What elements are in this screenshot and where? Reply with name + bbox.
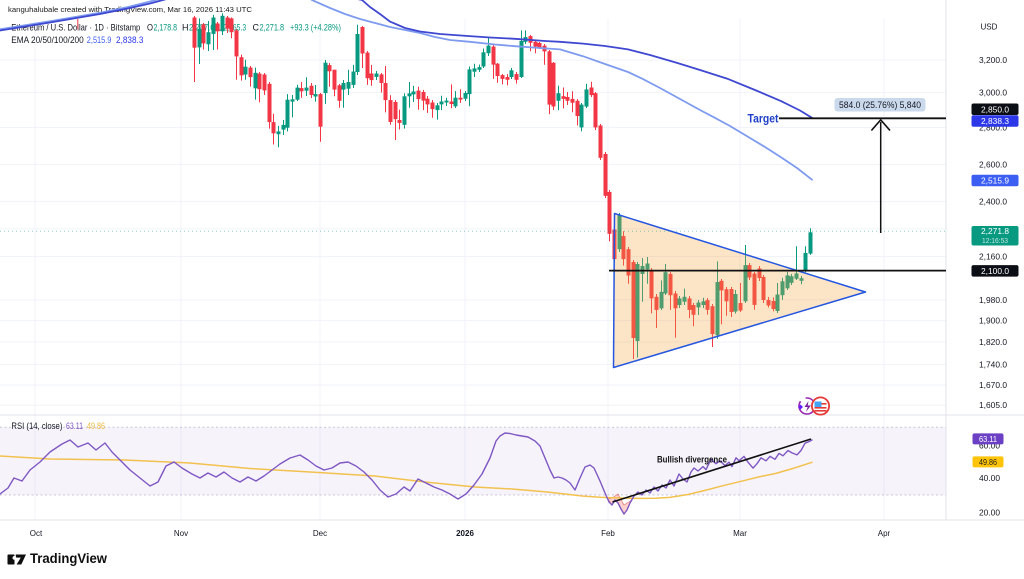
svg-text:2,178.8: 2,178.8 <box>154 22 178 32</box>
svg-text:kanguhalubale created with Tra: kanguhalubale created with TradingView.c… <box>8 5 252 14</box>
svg-text:63.11: 63.11 <box>979 435 997 444</box>
svg-text:Feb: Feb <box>601 529 615 538</box>
svg-text:Dec: Dec <box>313 529 327 538</box>
svg-text:2026: 2026 <box>456 529 474 538</box>
svg-text:20.00: 20.00 <box>979 508 1000 518</box>
svg-text:2,271.8: 2,271.8 <box>981 226 1009 236</box>
svg-text:2,838.3: 2,838.3 <box>116 35 143 45</box>
svg-text:12:16:53: 12:16:53 <box>982 236 1008 245</box>
svg-text:TradingView: TradingView <box>30 551 107 566</box>
svg-text:Mar: Mar <box>733 529 747 538</box>
svg-text:2,850.0: 2,850.0 <box>981 104 1009 114</box>
svg-text:1,740.0: 1,740.0 <box>979 360 1007 370</box>
svg-text:O: O <box>147 22 153 32</box>
svg-text:C: C <box>253 22 260 32</box>
svg-text:Apr: Apr <box>878 529 891 538</box>
svg-text:63.11: 63.11 <box>66 421 83 431</box>
svg-text:2,271.8: 2,271.8 <box>260 22 285 32</box>
svg-text:1,980.0: 1,980.0 <box>979 295 1007 305</box>
svg-text:Ethereum / U.S. Dollar · 1D ·: Ethereum / U.S. Dollar · 1D · Bitstamp <box>11 22 140 32</box>
svg-text:Nov: Nov <box>174 529 188 538</box>
svg-text:2,800.0: 2,800.0 <box>979 123 1007 133</box>
svg-text:584.0 (25.76%) 5,840: 584.0 (25.76%) 5,840 <box>839 100 921 110</box>
svg-text:2,100.0: 2,100.0 <box>981 266 1009 276</box>
svg-text:2,515.9: 2,515.9 <box>981 175 1009 185</box>
svg-text:1,670.0: 1,670.0 <box>979 380 1007 390</box>
svg-text:3,000.0: 3,000.0 <box>979 87 1007 97</box>
svg-text:USD: USD <box>981 22 998 32</box>
svg-text:2,400.0: 2,400.0 <box>979 197 1007 207</box>
svg-text:2,160.0: 2,160.0 <box>979 252 1007 262</box>
svg-text:2,165.3: 2,165.3 <box>224 22 247 32</box>
svg-text:1,900.0: 1,900.0 <box>979 316 1007 326</box>
svg-text:49.86: 49.86 <box>87 421 105 431</box>
svg-text:RSI (14, close): RSI (14, close) <box>11 421 62 431</box>
svg-text:2,600.0: 2,600.0 <box>979 160 1007 170</box>
svg-text:60.00: 60.00 <box>979 440 1000 450</box>
svg-text:2,838.3: 2,838.3 <box>981 116 1009 126</box>
svg-text:49.86: 49.86 <box>979 458 997 467</box>
svg-text:Bullish divergence: Bullish divergence <box>657 455 727 466</box>
svg-text:1,820.0: 1,820.0 <box>979 337 1007 347</box>
svg-text:2,515.9: 2,515.9 <box>87 35 112 45</box>
svg-text:EMA 20/50/100/200: EMA 20/50/100/200 <box>11 35 83 45</box>
svg-text:H: H <box>182 22 189 32</box>
svg-text:3,200.0: 3,200.0 <box>979 55 1007 65</box>
svg-text:40.00: 40.00 <box>979 473 1000 483</box>
svg-text:1,605.0: 1,605.0 <box>979 400 1007 410</box>
svg-text:Oct: Oct <box>30 529 43 538</box>
svg-text:Target: Target <box>748 114 779 126</box>
svg-text:+93.3 (+4.28%): +93.3 (+4.28%) <box>290 22 341 32</box>
